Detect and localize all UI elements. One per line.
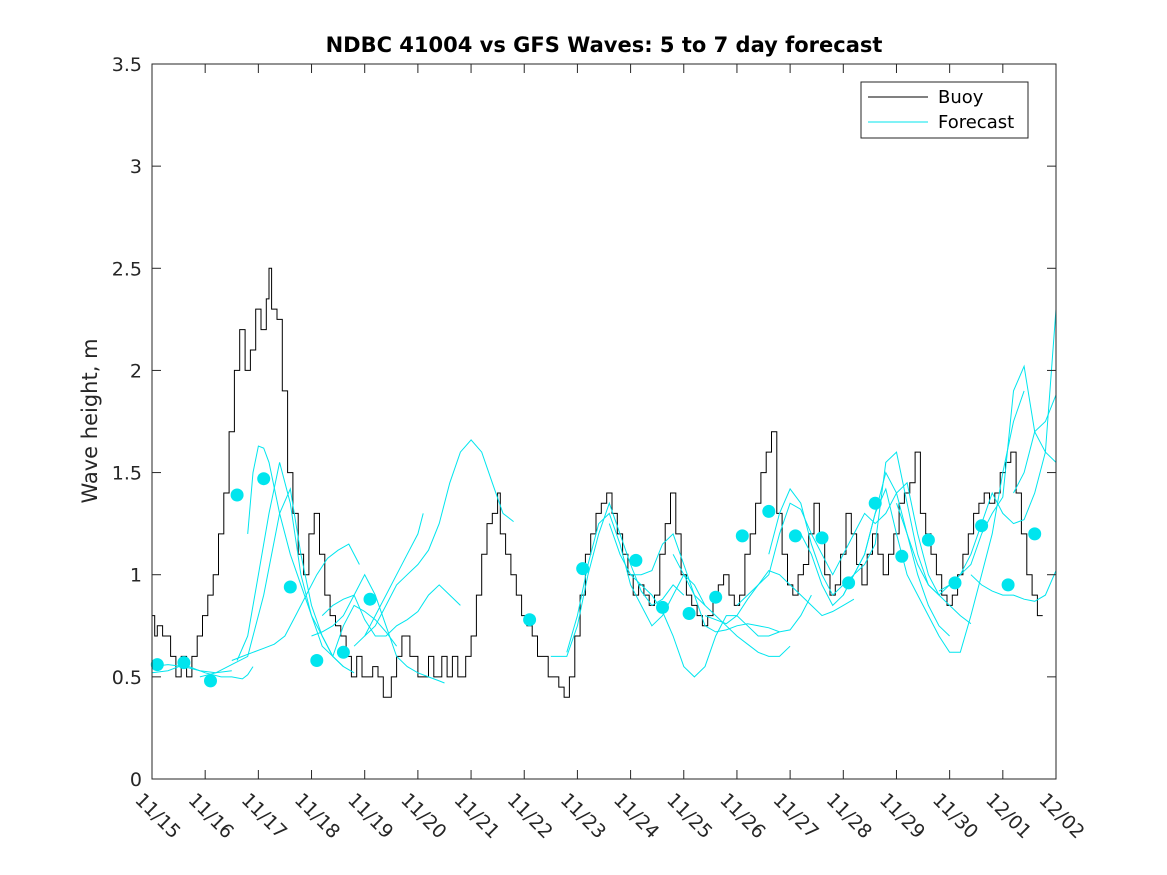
forecast-marker-10 <box>523 613 537 627</box>
forecast-marker-26 <box>1001 578 1015 592</box>
forecast-marker-23 <box>921 533 935 547</box>
forecast-marker-4 <box>230 488 244 502</box>
forecast-marker-13 <box>656 600 669 614</box>
y-tick-label: 2 <box>130 360 142 382</box>
y-tick-label: 0 <box>130 769 142 791</box>
forecast-series-line-19 <box>800 451 972 625</box>
y-tick-label: 3.5 <box>112 54 142 76</box>
forecast-marker-8 <box>336 645 350 659</box>
legend-buoy-label: Buoy <box>938 87 984 108</box>
y-tick-label: 1.5 <box>112 463 142 485</box>
forecast-marker-24 <box>948 576 962 590</box>
forecast-marker-18 <box>788 529 802 543</box>
forecast-marker-27 <box>1028 527 1042 541</box>
forecast-marker-5 <box>257 472 271 486</box>
axes-box <box>151 63 1057 780</box>
forecast-marker-1 <box>150 658 164 672</box>
forecast-marker-21 <box>868 496 882 510</box>
forecast-series-line-13 <box>608 523 812 633</box>
forecast-series-line-10 <box>364 439 514 637</box>
forecast-marker-14 <box>682 607 696 620</box>
chart-title: NDBC 41004 vs GFS Waves: 5 to 7 day fore… <box>326 33 883 57</box>
buoy-series-line <box>152 267 1043 698</box>
forecast-marker-25 <box>975 519 989 533</box>
series-layer <box>151 267 1057 698</box>
forecast-marker-9 <box>363 592 377 606</box>
forecast-marker-12 <box>629 553 643 567</box>
forecast-series-line-4 <box>231 543 360 661</box>
forecast-series-line-11 <box>550 501 685 657</box>
y-tick-label: 2.5 <box>112 258 142 280</box>
legend-forecast-label: Forecast <box>938 112 1014 133</box>
y-tick-label: 3 <box>130 156 142 178</box>
forecast-series-line-24 <box>1013 394 1057 494</box>
forecast-marker-11 <box>576 562 590 576</box>
forecast-series-line-20 <box>842 390 1025 653</box>
forecast-series-line-1 <box>151 664 232 674</box>
forecast-marker-19 <box>815 531 829 545</box>
forecast-series-line-17 <box>736 481 940 606</box>
forecast-marker-17 <box>762 504 776 518</box>
legend: Buoy Forecast <box>860 81 1029 139</box>
plot-area <box>152 64 1056 779</box>
forecast-series-line-2 <box>151 664 254 680</box>
forecast-series-line-23 <box>970 570 1057 602</box>
forecast-series-line-22 <box>938 309 1057 592</box>
forecast-marker-2 <box>177 656 191 670</box>
forecast-marker-7 <box>310 654 324 667</box>
forecast-series-line-15 <box>672 554 791 657</box>
marker-layer <box>150 472 1042 688</box>
y-axis-label: Wave height, m <box>78 338 102 503</box>
legend-box <box>860 81 1029 139</box>
forecast-series-line-9 <box>353 513 424 647</box>
y-tick-label: 0.5 <box>112 667 142 689</box>
forecast-marker-16 <box>735 529 749 543</box>
forecast-marker-22 <box>895 549 909 563</box>
forecast-marker-20 <box>842 576 856 590</box>
y-tick-label: 1 <box>130 565 142 587</box>
forecast-series-line-8 <box>321 584 461 637</box>
forecast-marker-3 <box>204 674 217 688</box>
forecast-marker-6 <box>283 580 297 594</box>
forecast-series-line-16 <box>704 569 855 625</box>
forecast-series-line-6 <box>247 445 344 667</box>
forecast-marker-15 <box>709 590 723 604</box>
forecast-series-line-5 <box>236 462 398 661</box>
forecast-series-line-12 <box>566 512 706 653</box>
forecast-series-line-7 <box>311 573 445 684</box>
forecast-series-line-14 <box>630 574 780 678</box>
forecast-series-line-21 <box>896 364 1057 596</box>
